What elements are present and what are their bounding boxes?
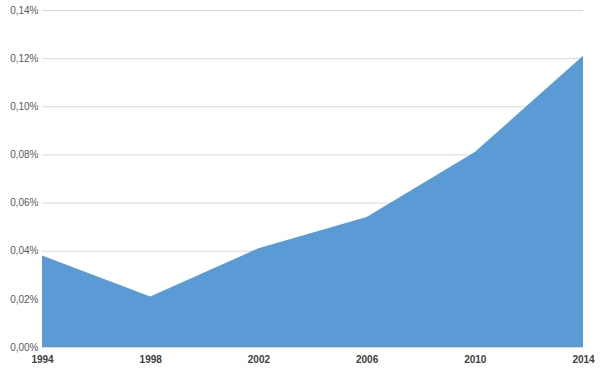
svg-text:0,02%: 0,02% — [10, 294, 38, 305]
svg-text:0,10%: 0,10% — [10, 101, 38, 112]
svg-text:0,04%: 0,04% — [10, 245, 38, 256]
svg-text:0,12%: 0,12% — [10, 53, 38, 64]
svg-text:0,06%: 0,06% — [10, 197, 38, 208]
svg-text:0,00%: 0,00% — [10, 342, 38, 353]
svg-text:2010: 2010 — [464, 354, 487, 365]
svg-text:1998: 1998 — [140, 354, 163, 365]
svg-text:2002: 2002 — [248, 354, 271, 365]
svg-text:0,14%: 0,14% — [10, 5, 38, 16]
svg-text:2014: 2014 — [572, 354, 595, 365]
svg-text:1994: 1994 — [31, 354, 54, 365]
svg-text:2006: 2006 — [356, 354, 379, 365]
svg-text:0,08%: 0,08% — [10, 149, 38, 160]
